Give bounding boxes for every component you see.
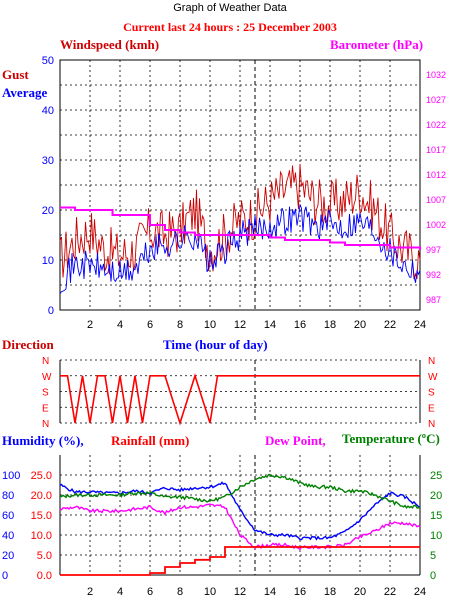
wind-x-tick-label: 10 xyxy=(204,319,216,331)
wind-y-tick-label: 50 xyxy=(42,55,54,67)
barometer-title: Barometer (hPa) xyxy=(330,37,423,52)
dewpoint-title: Dew Point, xyxy=(265,433,326,448)
average-legend: Average xyxy=(2,85,47,100)
wind-y-tick-label: 40 xyxy=(42,105,54,117)
direction-series-line xyxy=(60,373,420,426)
temperature-series-line xyxy=(59,473,421,509)
wind-x-tick-label: 16 xyxy=(294,319,306,331)
rainfall-tick-label: 0.0 xyxy=(37,570,52,582)
climate-x-tick-label: 22 xyxy=(384,586,396,598)
direction-title: Direction xyxy=(2,337,55,352)
climate-x-tick-label: 6 xyxy=(147,586,153,598)
temperature-tick-label: 20 xyxy=(430,490,442,502)
wind-x-tick-label: 4 xyxy=(117,319,123,331)
direction-tick-right: E xyxy=(428,403,435,414)
rainfall-tick-label: 10.0 xyxy=(31,530,52,542)
direction-tick-left: N xyxy=(42,356,49,367)
wind-x-tick-label: 12 xyxy=(234,319,246,331)
rainfall-tick-label: 25.0 xyxy=(31,470,52,482)
page-subtitle: Current last 24 hours : 25 December 2003 xyxy=(123,20,337,34)
barometer-tick-label: 997 xyxy=(426,245,441,255)
dewpoint-series-line xyxy=(59,503,421,551)
rainfall-title: Rainfall (mm) xyxy=(111,433,189,448)
temperature-tick-label: 5 xyxy=(430,550,436,562)
climate-x-tick-label: 8 xyxy=(177,586,183,598)
wind-x-tick-label: 20 xyxy=(354,319,366,331)
humidity-tick-label: 80 xyxy=(2,490,14,502)
direction-tick-left: W xyxy=(42,372,52,383)
climate-x-tick-label: 14 xyxy=(264,586,276,598)
humidity-tick-label: 20 xyxy=(2,550,14,562)
barometer-tick-label: 1002 xyxy=(426,220,446,230)
direction-tick-right: N xyxy=(428,356,435,367)
average-series-line xyxy=(59,204,421,294)
barometer-tick-label: 1022 xyxy=(426,120,446,130)
wind-x-tick-label: 18 xyxy=(324,319,336,331)
direction-tick-left: N xyxy=(42,419,49,430)
rainfall-tick-label: 15.0 xyxy=(31,510,52,522)
barometer-tick-label: 1027 xyxy=(426,95,446,105)
wind-x-tick-label: 14 xyxy=(264,319,276,331)
temperature-tick-label: 15 xyxy=(430,510,442,522)
barometer-tick-label: 1007 xyxy=(426,195,446,205)
climate-x-tick-label: 24 xyxy=(414,586,426,598)
windspeed-title: Windspeed (kmh) xyxy=(60,37,159,52)
temperature-tick-label: 25 xyxy=(430,470,442,482)
rainfall-tick-label: 5.0 xyxy=(37,550,52,562)
direction-tick-left: E xyxy=(42,403,49,414)
barometer-tick-label: 992 xyxy=(426,270,441,280)
wind-y-tick-label: 20 xyxy=(42,205,54,217)
wind-y-tick-label: 10 xyxy=(42,255,54,267)
rainfall-series-line xyxy=(60,546,420,576)
wind-x-tick-label: 22 xyxy=(384,319,396,331)
climate-x-tick-label: 20 xyxy=(354,586,366,598)
humidity-tick-label: 100 xyxy=(2,470,20,482)
wind-y-tick-label: 30 xyxy=(42,155,54,167)
barometer-tick-label: 1012 xyxy=(426,170,446,180)
climate-x-tick-label: 10 xyxy=(204,586,216,598)
humidity-tick-label: 0 xyxy=(2,570,8,582)
gust-legend: Gust xyxy=(2,67,29,82)
barometer-series-line xyxy=(60,206,421,250)
direction-tick-left: S xyxy=(42,388,49,399)
climate-x-tick-label: 18 xyxy=(324,586,336,598)
time-axis-label: Time (hour of day) xyxy=(163,337,268,352)
climate-panel: 0 20 40 60 80 100 0.0 5.0 10.0 15.0 20.0 25.0 0 5 10 15… xyxy=(2,455,442,598)
wind-x-tick-label: 8 xyxy=(177,319,183,331)
wind-y-tick-label: 0 xyxy=(48,305,54,317)
temperature-tick-label: 0 xyxy=(430,570,436,582)
climate-x-tick-label: 4 xyxy=(117,586,123,598)
temperature-title: Temperature (ºC) xyxy=(342,431,440,446)
barometer-tick-label: 987 xyxy=(426,295,441,305)
humidity-tick-label: 60 xyxy=(2,510,14,522)
climate-x-tick-label: 12 xyxy=(234,586,246,598)
temperature-tick-label: 10 xyxy=(430,530,442,542)
page-title: Graph of Weather Data xyxy=(173,2,287,14)
wind-plot-frame xyxy=(59,59,421,311)
wind-x-tick-label: 24 xyxy=(414,319,426,331)
wind-x-tick-label: 2 xyxy=(87,319,93,331)
direction-tick-right: W xyxy=(428,372,438,383)
direction-tick-right: S xyxy=(428,388,435,399)
climate-x-tick-label: 16 xyxy=(294,586,306,598)
climate-x-tick-label: 2 xyxy=(87,586,93,598)
direction-tick-right: N xyxy=(428,419,435,430)
direction-panel: N NW WS SE EN N xyxy=(42,356,438,430)
barometer-tick-label: 1032 xyxy=(426,70,446,80)
barometer-tick-label: 1017 xyxy=(426,145,446,155)
rainfall-tick-label: 20.0 xyxy=(31,490,52,502)
humidity-tick-label: 40 xyxy=(2,530,14,542)
wind-x-tick-label: 6 xyxy=(147,319,153,331)
humidity-title: Humidity (%), xyxy=(2,433,84,448)
wind-panel: 0102030405098799299710021007101210171022… xyxy=(42,55,446,331)
